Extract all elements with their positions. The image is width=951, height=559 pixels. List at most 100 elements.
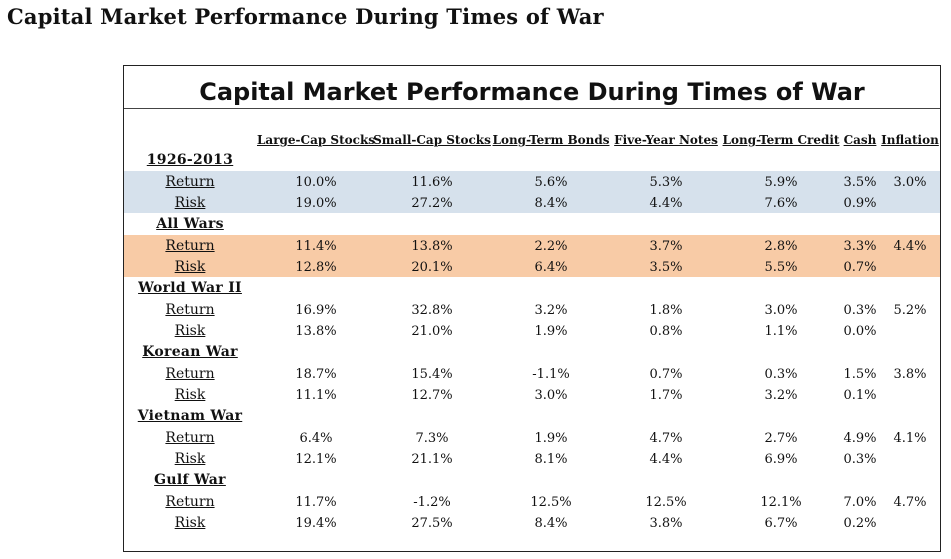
table-cell-world-war-ii-risk-small-cap-stocks: 21.0% — [411, 324, 453, 339]
table-cell-all-wars-risk-five-year-notes: 3.5% — [649, 260, 683, 275]
table-cell-korean-war-risk-long-term-bonds: 3.0% — [534, 388, 568, 403]
table-cell-korean-war-risk-five-year-notes: 1.7% — [649, 388, 683, 403]
table-cell-vietnam-war-risk-long-term-bonds: 8.1% — [534, 452, 568, 467]
table-cell-all-wars-risk-long-term-credit: 5.5% — [764, 260, 798, 275]
table-cell-1926-2013-return-long-term-bonds: 5.6% — [534, 175, 568, 190]
row-label-gulf-war-return: Return — [165, 494, 215, 510]
row-label-all-wars-risk: Risk — [174, 259, 206, 275]
column-header-large-cap-stocks: Large-Cap Stocks — [256, 133, 376, 147]
table-cell-korean-war-return-long-term-bonds: -1.1% — [532, 367, 570, 382]
table-cell-world-war-ii-risk-large-cap-stocks: 13.8% — [295, 324, 337, 339]
chart-box — [123, 65, 941, 552]
table-cell-all-wars-return-cash: 3.3% — [843, 239, 877, 254]
table-cell-gulf-war-return-five-year-notes: 12.5% — [645, 495, 687, 510]
table-cell-1926-2013-risk-five-year-notes: 4.4% — [649, 196, 683, 211]
row-label-1926-2013-return: Return — [165, 174, 215, 190]
table-cell-1926-2013-return-long-term-credit: 5.9% — [764, 175, 798, 190]
group-label-vietnam-war: Vietnam War — [137, 408, 243, 424]
column-header-inflation: Inflation — [881, 133, 939, 147]
table-cell-1926-2013-risk-small-cap-stocks: 27.2% — [411, 196, 453, 211]
table-cell-world-war-ii-return-long-term-credit: 3.0% — [764, 303, 798, 318]
group-label-gulf-war: Gulf War — [154, 472, 226, 488]
column-header-five-year-notes: Five-Year Notes — [614, 133, 718, 147]
row-label-korean-war-return: Return — [165, 366, 215, 382]
row-label-all-wars-return: Return — [165, 238, 215, 254]
table-cell-world-war-ii-risk-five-year-notes: 0.8% — [649, 324, 683, 339]
table-cell-gulf-war-return-long-term-credit: 12.1% — [760, 495, 802, 510]
table-cell-gulf-war-return-small-cap-stocks: -1.2% — [413, 495, 451, 510]
page-title: Capital Market Performance During Times … — [7, 4, 604, 29]
table-cell-all-wars-risk-cash: 0.7% — [843, 260, 877, 275]
group-label-korean-war: Korean War — [142, 344, 238, 360]
table-cell-vietnam-war-return-inflation: 4.1% — [893, 431, 927, 446]
table-cell-all-wars-return-long-term-bonds: 2.2% — [534, 239, 568, 254]
table-cell-korean-war-return-large-cap-stocks: 18.7% — [295, 367, 337, 382]
table-cell-world-war-ii-risk-long-term-bonds: 1.9% — [534, 324, 568, 339]
table-cell-korean-war-risk-small-cap-stocks: 12.7% — [411, 388, 453, 403]
chart-title: Capital Market Performance During Times … — [199, 78, 865, 106]
table-cell-gulf-war-risk-small-cap-stocks: 27.5% — [411, 516, 453, 531]
table-cell-all-wars-return-five-year-notes: 3.7% — [649, 239, 683, 254]
table-cell-1926-2013-return-large-cap-stocks: 10.0% — [295, 175, 337, 190]
column-header-cash: Cash — [843, 133, 877, 147]
column-header-long-term-credit: Long-Term Credit — [722, 133, 840, 147]
table-cell-vietnam-war-risk-five-year-notes: 4.4% — [649, 452, 683, 467]
table-cell-world-war-ii-risk-long-term-credit: 1.1% — [764, 324, 798, 339]
table-cell-1926-2013-return-five-year-notes: 5.3% — [649, 175, 683, 190]
group-label-world-war-ii: World War II — [138, 280, 242, 296]
table-cell-world-war-ii-risk-cash: 0.0% — [843, 324, 877, 339]
column-header-long-term-bonds: Long-Term Bonds — [492, 133, 610, 147]
table-cell-1926-2013-return-small-cap-stocks: 11.6% — [411, 175, 453, 190]
table-cell-world-war-ii-return-inflation: 5.2% — [893, 303, 927, 318]
table-cell-all-wars-risk-long-term-bonds: 6.4% — [534, 260, 568, 275]
table-cell-world-war-ii-return-large-cap-stocks: 16.9% — [295, 303, 337, 318]
row-label-world-war-ii-return: Return — [165, 302, 215, 318]
highlight-band-all-wars — [124, 235, 940, 277]
table-cell-gulf-war-risk-cash: 0.2% — [843, 516, 877, 531]
table-cell-gulf-war-risk-large-cap-stocks: 19.4% — [295, 516, 337, 531]
table-cell-gulf-war-risk-long-term-credit: 6.7% — [764, 516, 798, 531]
table-cell-all-wars-risk-large-cap-stocks: 12.8% — [295, 260, 337, 275]
table-cell-gulf-war-return-cash: 7.0% — [843, 495, 877, 510]
row-label-world-war-ii-risk: Risk — [174, 323, 206, 339]
table-cell-vietnam-war-return-long-term-bonds: 1.9% — [534, 431, 568, 446]
table-cell-vietnam-war-return-five-year-notes: 4.7% — [649, 431, 683, 446]
table-cell-world-war-ii-return-small-cap-stocks: 32.8% — [411, 303, 453, 318]
row-label-korean-war-risk: Risk — [174, 387, 206, 403]
table-cell-all-wars-risk-small-cap-stocks: 20.1% — [411, 260, 453, 275]
table-cell-all-wars-return-inflation: 4.4% — [893, 239, 927, 254]
table-cell-korean-war-return-cash: 1.5% — [843, 367, 877, 382]
row-label-vietnam-war-risk: Risk — [174, 451, 206, 467]
table-cell-vietnam-war-return-large-cap-stocks: 6.4% — [299, 431, 333, 446]
table-cell-1926-2013-return-inflation: 3.0% — [893, 175, 927, 190]
table-cell-korean-war-risk-large-cap-stocks: 11.1% — [295, 388, 337, 403]
table-cell-gulf-war-risk-five-year-notes: 3.8% — [649, 516, 683, 531]
table-cell-gulf-war-return-inflation: 4.7% — [893, 495, 927, 510]
row-label-gulf-war-risk: Risk — [174, 515, 206, 531]
table-cell-gulf-war-return-long-term-bonds: 12.5% — [530, 495, 572, 510]
table-cell-vietnam-war-risk-long-term-credit: 6.9% — [764, 452, 798, 467]
table-cell-korean-war-risk-cash: 0.1% — [843, 388, 877, 403]
table-cell-1926-2013-risk-large-cap-stocks: 19.0% — [295, 196, 337, 211]
table-cell-gulf-war-risk-long-term-bonds: 8.4% — [534, 516, 568, 531]
group-label-1926-2013: 1926-2013 — [146, 152, 234, 168]
table-cell-all-wars-return-large-cap-stocks: 11.4% — [295, 239, 337, 254]
row-label-vietnam-war-return: Return — [165, 430, 215, 446]
table-cell-1926-2013-risk-long-term-credit: 7.6% — [764, 196, 798, 211]
table-cell-korean-war-return-long-term-credit: 0.3% — [764, 367, 798, 382]
table-cell-vietnam-war-return-small-cap-stocks: 7.3% — [415, 431, 449, 446]
table-cell-korean-war-return-small-cap-stocks: 15.4% — [411, 367, 453, 382]
table-cell-vietnam-war-risk-small-cap-stocks: 21.1% — [411, 452, 453, 467]
table-cell-vietnam-war-risk-cash: 0.3% — [843, 452, 877, 467]
table-cell-world-war-ii-return-long-term-bonds: 3.2% — [534, 303, 568, 318]
table-cell-korean-war-return-five-year-notes: 0.7% — [649, 367, 683, 382]
table-cell-all-wars-return-long-term-credit: 2.8% — [764, 239, 798, 254]
table-cell-korean-war-risk-long-term-credit: 3.2% — [764, 388, 798, 403]
table-cell-vietnam-war-risk-large-cap-stocks: 12.1% — [295, 452, 337, 467]
table-cell-1926-2013-risk-cash: 0.9% — [843, 196, 877, 211]
table-cell-gulf-war-return-large-cap-stocks: 11.7% — [295, 495, 337, 510]
table-cell-korean-war-return-inflation: 3.8% — [893, 367, 927, 382]
table-cell-world-war-ii-return-cash: 0.3% — [843, 303, 877, 318]
title-divider — [124, 108, 940, 109]
row-label-1926-2013-risk: Risk — [174, 195, 206, 211]
